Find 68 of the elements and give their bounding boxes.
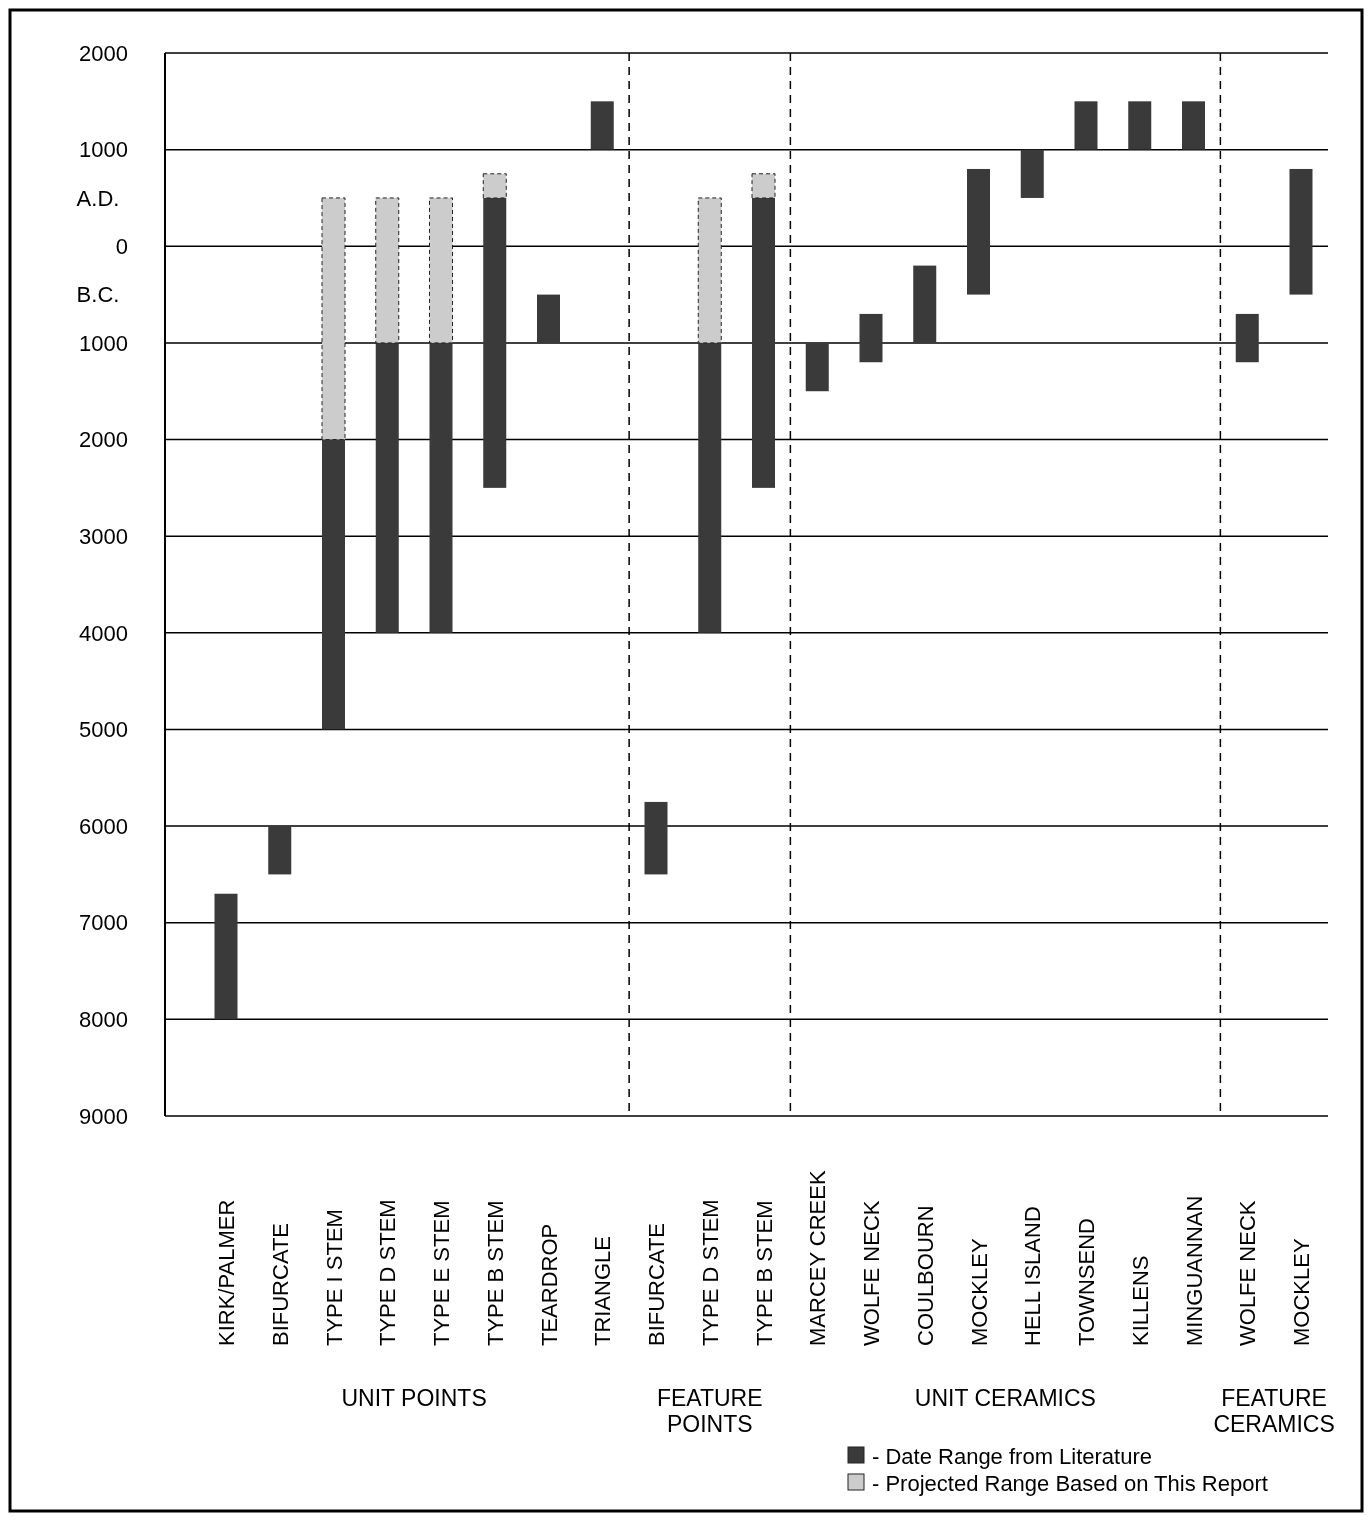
y-tick-label: 2000 — [79, 40, 128, 66]
bar — [751, 173, 776, 199]
y-tick-label: 0 — [115, 233, 128, 259]
x-tick-label: MINGUANNAN — [1181, 1195, 1207, 1346]
text: UNIT CERAMICS — [914, 1385, 1096, 1411]
bar — [805, 342, 829, 392]
x-tick-label: TYPE B STEM — [751, 1200, 777, 1346]
x-tick-label: MOCKLEY — [966, 1238, 992, 1346]
y-tick-label: 1000 — [79, 137, 128, 163]
text: FEATURE POINTS — [656, 1385, 763, 1437]
x-tick-label: BIFURCATE — [267, 1222, 293, 1346]
y-tick-label: 9000 — [79, 1103, 128, 1129]
bar — [1182, 101, 1205, 150]
bar — [1235, 313, 1259, 363]
x-tick-label: TYPE D STEM — [697, 1199, 723, 1346]
bar — [1020, 149, 1044, 198]
y-tick-label: 5000 — [79, 717, 128, 743]
bar — [752, 197, 775, 488]
y-tick-label: 7000 — [79, 910, 128, 936]
x-tick-label: TRIANGLE — [590, 1235, 616, 1346]
bar — [322, 439, 345, 730]
y-tick-label: 6000 — [79, 813, 128, 839]
bar — [1128, 101, 1152, 150]
bar — [214, 893, 238, 1020]
x-tick-label: TEARDROP — [536, 1223, 562, 1346]
bar — [482, 173, 507, 199]
x-tick-label: TYPE I STEM — [321, 1209, 347, 1346]
bar — [859, 313, 883, 363]
x-tick-label: BIFURCATE — [644, 1222, 669, 1346]
bar — [1074, 101, 1098, 150]
x-tick-label: MARCEY CREEK — [805, 1170, 831, 1346]
bar — [913, 265, 937, 343]
bar — [375, 342, 399, 633]
bar — [429, 342, 453, 633]
x-tick-label: TOWNSEND — [1074, 1218, 1099, 1346]
legend-label: - Projected Range Based on This Report — [872, 1470, 1268, 1496]
x-tick-label: KILLENS — [1127, 1255, 1153, 1346]
x-tick-label: TYPE B STEM — [482, 1200, 508, 1346]
bar — [537, 294, 560, 343]
y-tick-label: 2000 — [79, 427, 128, 453]
text: UNIT POINTS — [341, 1385, 487, 1411]
bar — [375, 197, 400, 344]
bar — [321, 197, 346, 441]
y-tick-label: 8000 — [79, 1007, 128, 1033]
legend-label: - Date Range from Literature — [872, 1443, 1153, 1469]
y-tick-label: 3000 — [79, 523, 128, 549]
bar — [429, 197, 453, 344]
bar — [644, 801, 668, 875]
bar — [590, 101, 614, 150]
x-tick-label: COULBOURN — [912, 1205, 938, 1346]
bar — [268, 826, 292, 875]
bar — [967, 168, 990, 295]
x-tick-label: HELL ISLAND — [1020, 1206, 1046, 1346]
bar — [697, 197, 722, 344]
y-tick-label: 4000 — [79, 620, 128, 646]
x-tick-label: TYPE E STEM — [429, 1200, 454, 1346]
text: B.C. — [76, 282, 120, 308]
text: A.D. — [76, 185, 120, 211]
bar — [698, 342, 722, 633]
x-tick-label: TYPE D STEM — [375, 1199, 401, 1346]
x-tick-label: WOLFE NECK — [1235, 1200, 1261, 1346]
bar — [1289, 168, 1313, 295]
x-tick-label: KIRK/PALMER — [214, 1199, 239, 1346]
x-tick-label: WOLFE NECK — [859, 1200, 884, 1346]
bar — [483, 197, 507, 488]
y-tick-label: 1000 — [79, 330, 128, 356]
text: FEATURE CERAMICS — [1213, 1385, 1335, 1437]
x-tick-label: MOCKLEY — [1289, 1238, 1314, 1346]
